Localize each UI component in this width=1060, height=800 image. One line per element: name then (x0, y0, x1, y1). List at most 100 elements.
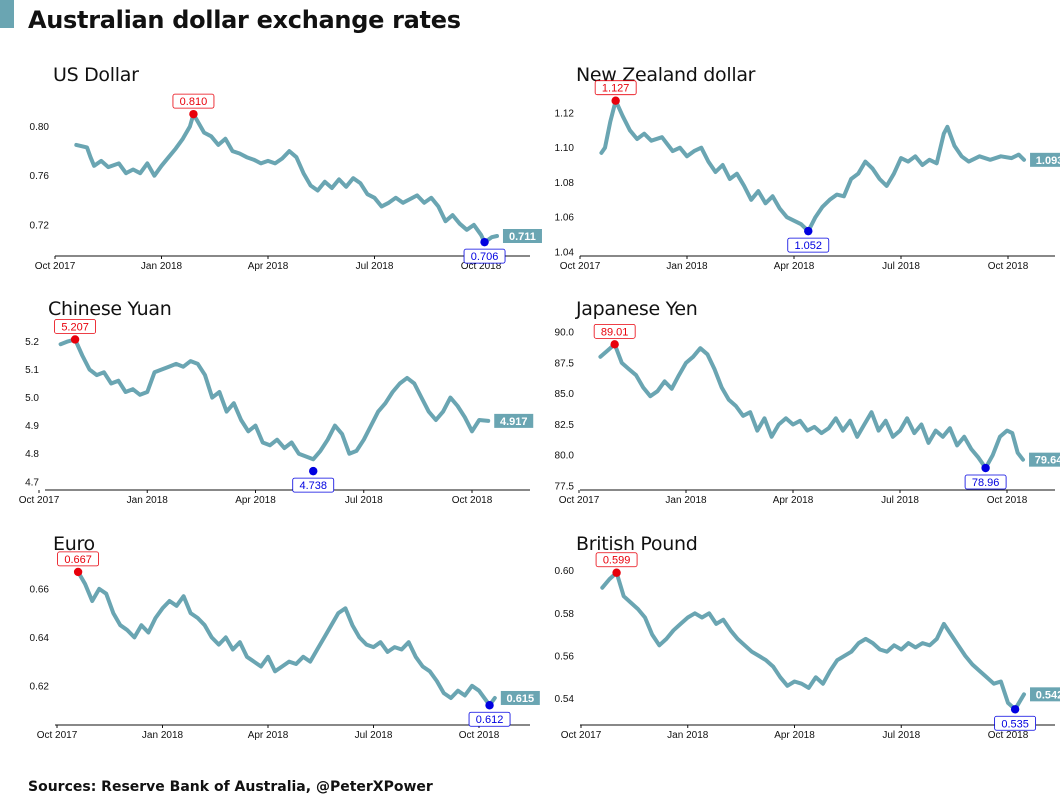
y-tick-label: 77.5 (555, 482, 575, 493)
min-label-box (292, 477, 335, 493)
last-value-text: 1.093 (1036, 155, 1060, 167)
min-label-box (964, 474, 1007, 490)
last-value-box (1029, 452, 1060, 467)
series-line-eur (76, 569, 497, 708)
max-label-box (593, 323, 636, 339)
y-tick-label: 90.0 (555, 328, 575, 339)
max-label-box (57, 551, 99, 567)
panel-title: British Pound (576, 533, 698, 555)
min-label-text: 0.706 (471, 251, 499, 263)
max-label: 0.810 (172, 93, 215, 109)
last-value-box (1030, 152, 1060, 167)
y-tick-label: 1.08 (555, 178, 575, 189)
min-label: 78.96 (964, 474, 1007, 490)
max-label-box (172, 93, 215, 109)
series-line-usd (74, 112, 499, 245)
x-tick-label: Jul 2018 (356, 261, 394, 272)
x-tick-label: Jan 2018 (127, 495, 169, 506)
max-point (610, 340, 619, 349)
last-value-tag: 0.542 (1030, 687, 1060, 702)
last-value-text: 0.615 (507, 693, 535, 705)
chart-cny: 4.7 4.8 4.9 5.0 5.1 5.2 Oct 2017 Jan 2018 Apr 20… (19, 319, 534, 506)
x-tick-label: Apr 2018 (248, 730, 289, 741)
y-tick-label: 1.10 (555, 143, 575, 154)
last-value-tag: 0.711 (502, 229, 542, 243)
min-point (309, 466, 318, 476)
chart-gbp: 0.54 0.56 0.58 0.60 Oct 2017 Jan 2018 Apr 2018… (555, 552, 1060, 741)
y-tick-label: 0.76 (30, 171, 50, 182)
chart-panel-cny: Chinese Yuan 4.7 4.8 4.9 5.0 5.1 5.2 Oct 2017 J… (10, 298, 534, 533)
max-point (612, 568, 621, 577)
title-accent-bar (0, 0, 14, 28)
x-tick-label: Apr 2018 (235, 495, 276, 506)
min-label-text: 1.052 (795, 240, 823, 252)
y-tick-label: 87.5 (555, 358, 575, 369)
y-tick-label: 80.0 (555, 451, 575, 462)
chart-nzd: 1.04 1.06 1.08 1.10 1.12 Oct 2017 Jan 2018 Apr … (555, 80, 1060, 272)
max-point (189, 109, 198, 119)
max-point (73, 567, 83, 577)
x-tick-label: Oct 2018 (461, 261, 502, 272)
max-label: 89.01 (593, 323, 636, 339)
last-value-text: 0.711 (509, 231, 536, 243)
y-tick-label: 0.62 (30, 681, 50, 692)
last-value-text: 0.542 (1036, 689, 1060, 701)
panel-title: Euro (53, 533, 95, 555)
y-tick-label: 5.2 (25, 337, 39, 348)
max-point (611, 96, 620, 105)
min-label-text: 78.96 (972, 477, 1000, 489)
y-tick-label: 4.9 (25, 421, 39, 432)
x-tick-label: Jul 2018 (355, 730, 393, 741)
x-tick-label: Jul 2018 (881, 495, 919, 506)
series-line-jpy (598, 342, 1025, 470)
min-label: 0.535 (994, 715, 1037, 731)
x-tick-label: Jan 2018 (667, 730, 709, 741)
max-label-box (594, 80, 637, 96)
y-tick-label: 4.7 (25, 477, 39, 488)
x-tick-label: Oct 2018 (459, 730, 500, 741)
min-label-text: 0.612 (476, 714, 504, 726)
x-tick-label: Oct 2017 (561, 730, 602, 741)
x-tick-label: Oct 2018 (987, 495, 1028, 506)
min-point (485, 701, 494, 710)
x-tick-label: Jan 2018 (141, 261, 183, 272)
min-label-text: 0.535 (1001, 718, 1029, 730)
min-label-box (787, 237, 830, 253)
last-value-box (1030, 687, 1060, 702)
last-value-tag: 4.917 (494, 413, 534, 428)
x-tick-label: Apr 2018 (773, 495, 814, 506)
last-value-tag: 79.64 (1029, 452, 1060, 467)
chart-panel-nzd: New Zealand dollar 1.04 1.06 1.08 1.10 1.12 O… (535, 64, 1060, 299)
x-tick-label: Jul 2018 (882, 261, 920, 272)
y-tick-label: 0.60 (555, 566, 575, 577)
x-tick-label: Oct 2017 (19, 495, 60, 506)
panel-title: US Dollar (53, 64, 139, 86)
min-label-box (463, 248, 506, 264)
x-tick-label: Jul 2018 (345, 495, 383, 506)
max-label-box (595, 552, 638, 568)
y-tick-label: 85.0 (555, 389, 575, 400)
x-tick-label: Oct 2017 (560, 261, 601, 272)
chart-panel-jpy: Japanese Yen 77.5 80.0 82.5 85.0 87.5 90.0 Oct… (535, 298, 1060, 533)
max-label: 0.599 (595, 552, 638, 568)
min-point (1010, 705, 1020, 714)
chart-eur: 0.62 0.64 0.66 Oct 2017 Jan 2018 Apr 2018 Jul … (30, 551, 540, 741)
max-label: 0.667 (57, 551, 99, 567)
chart-jpy: 77.5 80.0 82.5 85.0 87.5 90.0 Oct 2017 Jan 2018… (555, 323, 1060, 506)
x-tick-label: Jan 2018 (666, 261, 708, 272)
x-tick-label: Apr 2018 (774, 730, 815, 741)
source-note: Sources: Reserve Bank of Australia, @Pet… (28, 779, 433, 795)
x-tick-label: Jul 2018 (882, 730, 920, 741)
x-tick-label: Oct 2018 (452, 495, 493, 506)
page-title: Australian dollar exchange rates (28, 6, 461, 34)
x-tick-label: Oct 2018 (988, 261, 1029, 272)
x-tick-label: Jan 2018 (665, 495, 707, 506)
y-tick-label: 5.1 (25, 365, 39, 376)
series-line-cny (58, 337, 491, 462)
y-tick-label: 0.58 (555, 609, 575, 620)
min-point (804, 226, 813, 236)
x-tick-label: Apr 2018 (248, 261, 289, 272)
max-label-text: 0.599 (603, 555, 631, 567)
y-tick-label: 4.8 (25, 449, 39, 460)
max-label: 1.127 (594, 80, 637, 96)
